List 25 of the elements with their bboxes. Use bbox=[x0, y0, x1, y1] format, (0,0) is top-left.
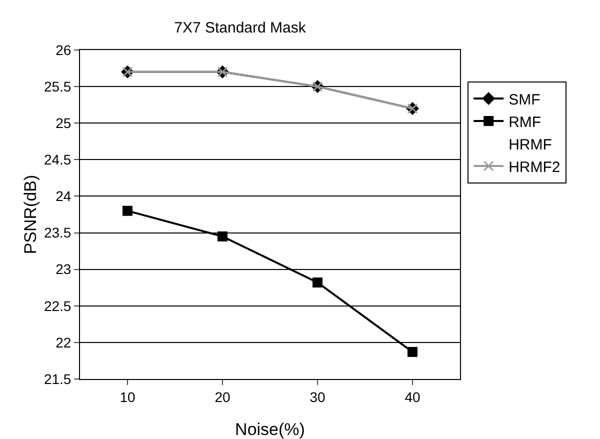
x-axis-title: Noise(%) bbox=[235, 420, 305, 439]
y-axis-title: PSNR(dB) bbox=[21, 174, 40, 254]
point bbox=[408, 346, 418, 357]
point bbox=[312, 277, 322, 288]
text: HRMF bbox=[508, 136, 552, 154]
y-tick-label: 23 bbox=[56, 261, 72, 278]
legend-label: SMF bbox=[508, 91, 540, 108]
y-tick-label: 24.5 bbox=[44, 152, 72, 168]
x-tick-label: 10 bbox=[120, 388, 136, 405]
y-tick-label: 25.5 bbox=[44, 78, 72, 94]
y-tick-label: 22 bbox=[56, 334, 72, 350]
y-tick-label: 25 bbox=[56, 115, 72, 132]
x-tick-label: 30 bbox=[310, 388, 326, 405]
point bbox=[218, 231, 228, 242]
x-tick-label: 40 bbox=[404, 388, 420, 405]
chart-title: 7X7 Standard Mask bbox=[174, 19, 306, 36]
y-tick-label: 26 bbox=[56, 42, 72, 58]
legend-label: HRMF2 bbox=[508, 158, 560, 176]
x-tick-label: 20 bbox=[214, 388, 230, 405]
point bbox=[122, 206, 132, 216]
y-tick-label: 21.5 bbox=[44, 370, 72, 387]
y-tick-label: 22.5 bbox=[44, 298, 72, 314]
y-tick-label: 24 bbox=[56, 188, 72, 204]
y-tick-label: 23.5 bbox=[44, 224, 72, 241]
legend-label: RMF bbox=[508, 114, 542, 131]
